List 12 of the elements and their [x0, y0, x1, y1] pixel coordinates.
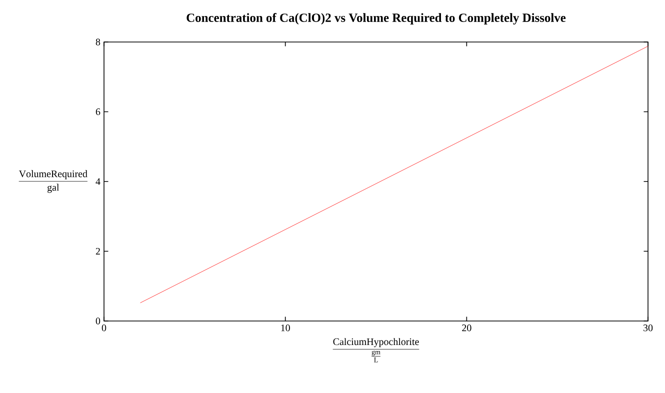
x-tick-label: 10 [281, 324, 290, 332]
x-tick-label: 20 [462, 324, 472, 332]
x-axis-title: $\frac{\mathrm{CalciumHypochlorite}}{\frac{\mathrm{gm}}{\mathrm{L}}}$ [332, 338, 420, 362]
y-tick-label: 6 [96, 108, 100, 116]
x-tick-label: 0 [102, 324, 106, 332]
y-tick-label: 4 [96, 178, 100, 185]
y-tick-label: 8 [96, 38, 100, 46]
y-axis-title: $\frac{\mathrm{VolumeRequired}}{\mathrm{gal}}$ [18, 170, 88, 193]
y-tick-label: 0 [96, 318, 100, 324]
x-tick-label: 30 [644, 324, 653, 332]
chart-title: Concentration of Ca(ClO)2 vs Volume Required to Completely Dissolve [186, 13, 566, 25]
y-tick-label: 2 [96, 248, 100, 255]
